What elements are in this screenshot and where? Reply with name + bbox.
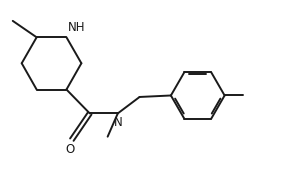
- Text: N: N: [114, 116, 122, 129]
- Text: O: O: [66, 143, 75, 156]
- Text: NH: NH: [68, 21, 86, 34]
